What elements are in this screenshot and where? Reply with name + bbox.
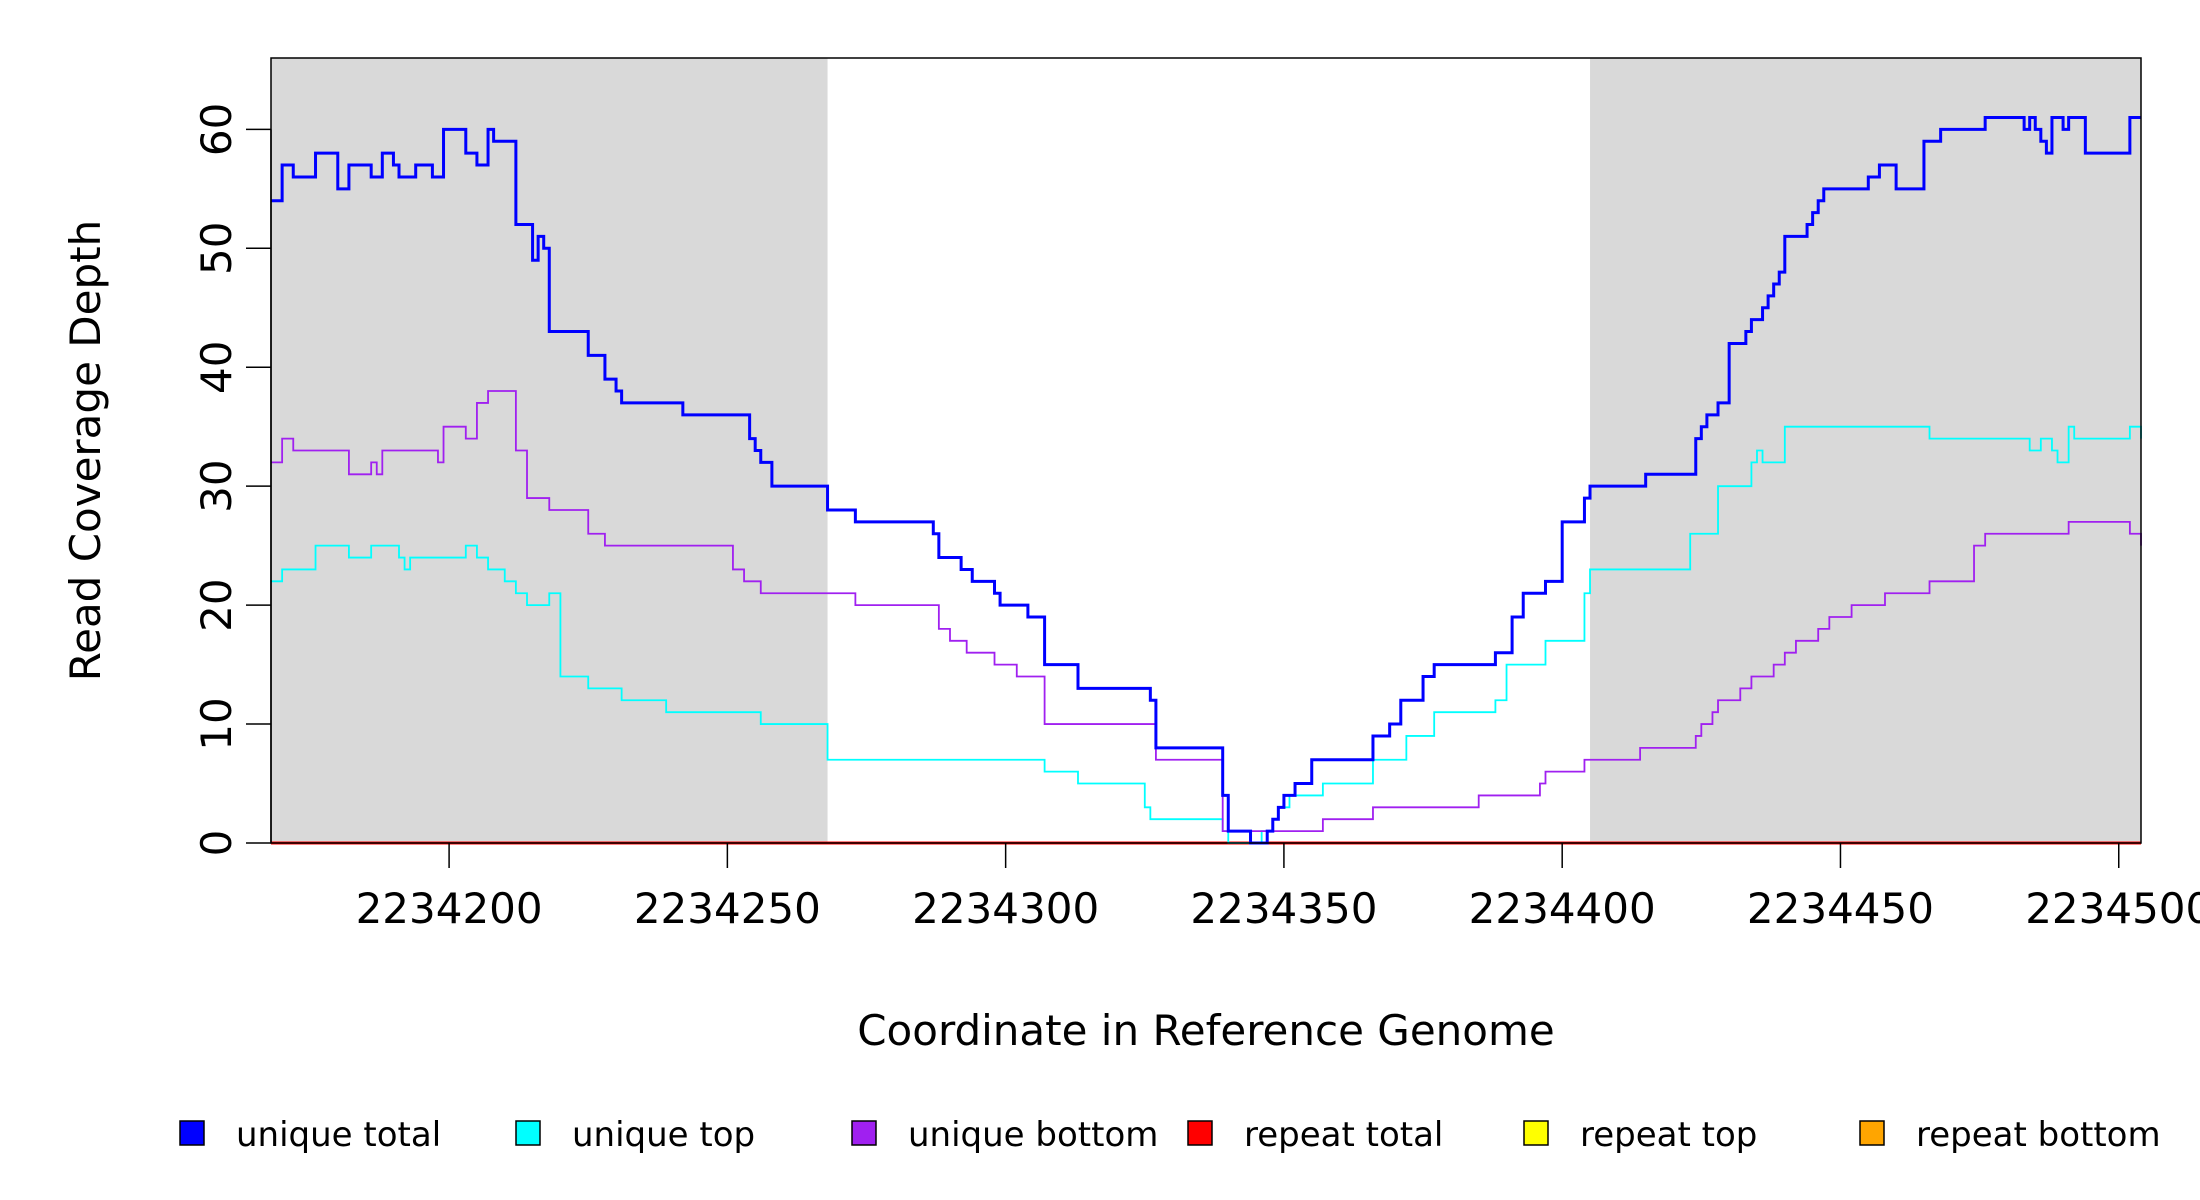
legend-swatch-unique-bottom	[851, 1120, 877, 1146]
y-tick-label: 50	[192, 222, 241, 275]
y-tick-label: 0	[192, 830, 241, 857]
shaded-region-1	[271, 58, 828, 843]
y-tick-label: 40	[192, 341, 241, 394]
y-tick-label: 20	[192, 578, 241, 631]
y-axis-title: Read Coverage Depth	[61, 220, 110, 681]
series-line-unique-total	[271, 115, 2141, 845]
x-tick-label: 2234200	[356, 884, 543, 933]
y-axis: 0 10 20 30 40 50 60	[192, 103, 272, 857]
x-tick-label: 2234250	[634, 884, 821, 933]
y-tick-label: 60	[192, 103, 241, 156]
legend-swatch-unique-total	[179, 1120, 205, 1146]
legend: unique total unique top unique bottom repea…	[179, 1115, 2161, 1155]
x-tick-label: 2234500	[2025, 884, 2200, 933]
legend-label-repeat-total: repeat total	[1244, 1115, 1443, 1155]
x-tick-label: 2234300	[912, 884, 1099, 933]
y-tick-label: 30	[192, 459, 241, 512]
legend-label-unique-bottom: unique bottom	[908, 1115, 1158, 1155]
legend-swatch-repeat-total	[1187, 1120, 1213, 1146]
legend-swatch-unique-top	[515, 1120, 541, 1146]
legend-label-repeat-top: repeat top	[1580, 1115, 1757, 1155]
x-tick-label: 2234400	[1469, 884, 1656, 933]
x-axis: 2234200 2234250 2234300 2234350 2234400 22344…	[356, 843, 2200, 933]
x-axis-title: Coordinate in Reference Genome	[857, 1006, 1555, 1055]
shaded-regions	[271, 58, 2141, 843]
y-tick-label: 10	[192, 697, 241, 750]
x-tick-label: 2234350	[1190, 884, 1377, 933]
legend-label-unique-total: unique total	[236, 1115, 441, 1155]
legend-label-unique-top: unique top	[572, 1115, 755, 1155]
legend-swatch-repeat-bottom	[1859, 1120, 1885, 1146]
series-line-unique-bottom	[271, 390, 2142, 833]
x-tick-label: 2234450	[1747, 884, 1934, 933]
legend-label-repeat-bottom: repeat bottom	[1916, 1115, 2161, 1155]
legend-swatch-repeat-top	[1523, 1120, 1549, 1146]
